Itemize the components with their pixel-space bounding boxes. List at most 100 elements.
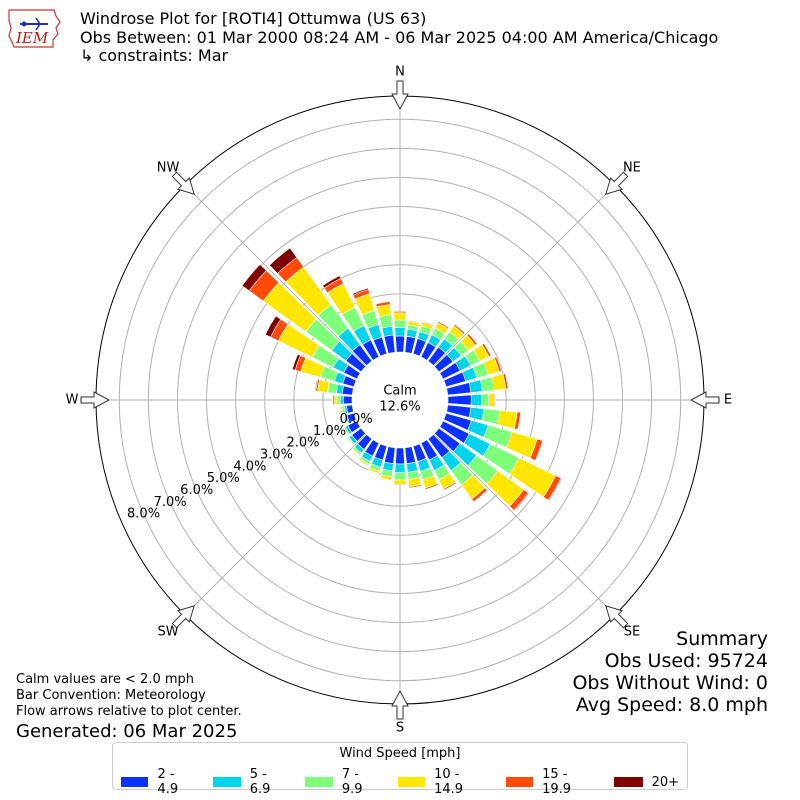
bar-segment (468, 379, 483, 394)
legend-swatch (613, 777, 643, 787)
bar-segment (379, 477, 393, 482)
legend-swatch (213, 777, 241, 787)
bar-segment (437, 321, 450, 330)
bar-segment (268, 247, 298, 275)
bar-segment (241, 263, 267, 292)
bar-segment (395, 335, 405, 353)
bar-segment (342, 427, 348, 437)
bar-segment (351, 449, 360, 457)
svg-text:IEM: IEM (15, 29, 49, 47)
bar-segment (493, 356, 502, 373)
bar-segment (352, 287, 369, 296)
bar-segment (358, 460, 369, 467)
legend-item: 2 - 4.9 (121, 767, 197, 797)
bar-segment (395, 447, 405, 465)
radial-tick-label: 5.0% (207, 471, 240, 486)
compass-label: NE (623, 161, 641, 176)
logo: IEM (8, 9, 61, 48)
obs-without-wind: Obs Without Wind: 0 (572, 672, 768, 694)
flow-arrow-icon (605, 171, 629, 195)
bar-segment (322, 275, 342, 289)
bar-segment (331, 394, 334, 406)
chart-title: Windrose Plot for [ROTI4] Ottumwa (US 63… (80, 9, 427, 28)
flow-arrow-icon (391, 689, 409, 720)
bar-segment (502, 373, 509, 390)
title-block: Windrose Plot for [ROTI4] Ottumwa (US 63… (80, 9, 718, 66)
bar-segment (291, 353, 301, 371)
legend-label: 10 - 14.9 (434, 767, 464, 797)
obs-used: Obs Used: 95724 (604, 650, 768, 672)
grid-spoke (184, 433, 367, 616)
radial-tick-label: 6.0% (180, 483, 213, 498)
bar-segment (346, 437, 354, 447)
bar-segment (493, 392, 496, 408)
bar-segment (407, 320, 420, 324)
bar-segment (340, 395, 344, 405)
bar-segment (408, 484, 422, 489)
flow-arrow-icon (605, 605, 629, 629)
calm-value: 12.6% (379, 400, 420, 415)
radial-tick-label: 8.0% (127, 507, 160, 522)
bar-segment (513, 492, 530, 512)
grid-spoke (433, 433, 616, 616)
bar-segment (468, 406, 485, 421)
bar-segment (453, 323, 466, 335)
radial-tick-label: 0.0% (340, 412, 373, 427)
flow-arrow-icon (171, 605, 195, 629)
calm-circle (352, 352, 448, 448)
bar-segment (394, 463, 406, 474)
flow-note: Flow arrows relative to plot center. (16, 704, 242, 719)
compass-label: NW (157, 161, 180, 176)
legend-swatch (305, 777, 333, 787)
legend-label: 7 - 9.9 (341, 767, 363, 797)
generated-date: Generated: 06 Mar 2025 (16, 721, 238, 742)
bar-segment (368, 469, 380, 475)
bar-segment (378, 314, 393, 329)
radial-tick-label: 1.0% (313, 424, 346, 439)
radial-tick-label: 3.0% (260, 448, 293, 463)
bar-segment (342, 395, 353, 405)
bar-segment (333, 394, 338, 406)
bar-convention-note: Bar Convention: Meteorology (16, 688, 206, 703)
summary-block: Summary Obs Used: 95724 Obs Without Wind… (572, 628, 768, 716)
bar-segment (513, 411, 521, 430)
bar-segment (336, 395, 341, 405)
legend-label: 15 - 19.9 (542, 767, 572, 797)
avg-speed: Avg Speed: 8.0 mph (575, 694, 768, 716)
calm-label: Calm (383, 384, 416, 399)
legend: Wind Speed [mph] 2 - 4.9 5 - 6.9 7 - 9.9 10… (112, 742, 688, 797)
bar-segment (314, 378, 319, 392)
bar-segment (421, 321, 434, 327)
bar-segment (375, 301, 391, 308)
flow-arrow-icon (391, 80, 409, 111)
constraints: ↳ constraints: Mar (80, 46, 229, 65)
radial-tick-label: 7.0% (154, 495, 187, 510)
flow-arrow-icon (171, 171, 195, 195)
radial-tick-label: 2.0% (286, 436, 319, 451)
legend-item: 15 - 19.9 (505, 767, 598, 797)
bar-segment (481, 342, 492, 358)
bar-segment (471, 487, 488, 503)
bar-segment (447, 394, 472, 406)
flow-arrow-icon (80, 391, 111, 409)
compass-label: E (724, 393, 732, 408)
calm-note: Calm values are < 2.0 mph (16, 672, 195, 687)
legend-label: 20+ (651, 774, 680, 790)
bar-segment (393, 472, 407, 481)
bar-segment (341, 385, 354, 396)
notes-block: Calm values are < 2.0 mph Bar Convention… (16, 672, 242, 743)
legend-item: 5 - 6.9 (213, 767, 289, 797)
bar-segment (264, 315, 282, 338)
compass-label: S (396, 721, 404, 736)
radial-tick-label: 4.0% (233, 459, 266, 474)
legend-title: Wind Speed [mph] (339, 746, 461, 761)
compass-label: W (66, 393, 79, 408)
bar-segment (481, 408, 501, 425)
bar-segment (424, 483, 439, 490)
compass-label: SW (158, 624, 179, 639)
legend-item: 20+ (613, 767, 680, 797)
bar-segment (393, 310, 407, 314)
bar-segment (393, 479, 407, 485)
legend-label: 5 - 6.9 (249, 767, 271, 797)
